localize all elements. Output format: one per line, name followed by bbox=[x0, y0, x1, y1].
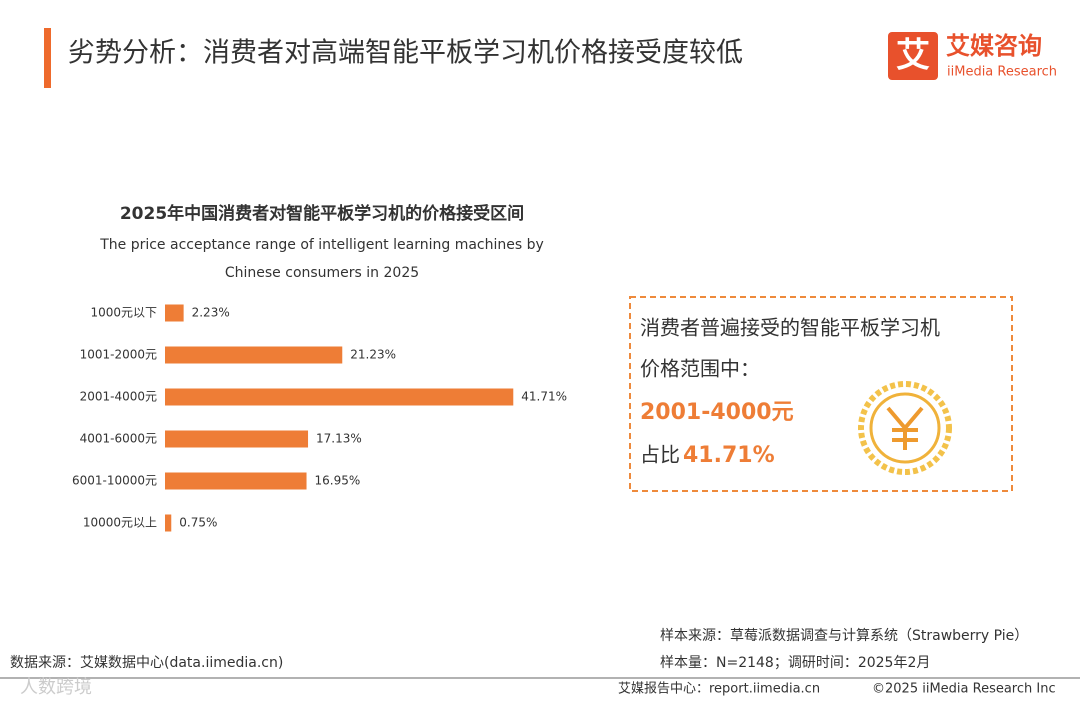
chart-subtitle: Chinese consumers in 2025 bbox=[225, 265, 419, 281]
category-label: 2001-4000元 bbox=[80, 390, 157, 404]
bar bbox=[165, 472, 307, 490]
bar bbox=[165, 346, 343, 364]
callout-share: 41.71% bbox=[683, 443, 775, 468]
bar bbox=[165, 514, 172, 532]
chart-subtitle: The price acceptance range of intelligen… bbox=[99, 237, 544, 253]
data-source: 数据来源：艾媒数据中心(data.iimedia.cn) bbox=[10, 655, 283, 671]
callout-range: 2001-4000元 bbox=[640, 400, 794, 425]
value-label: 0.75% bbox=[179, 516, 217, 530]
value-label: 21.23% bbox=[350, 348, 396, 362]
category-label: 4001-6000元 bbox=[80, 432, 157, 446]
chart-title: 2025年中国消费者对智能平板学习机的价格接受区间 bbox=[120, 203, 524, 224]
copyright: ©2025 iiMedia Research Inc bbox=[872, 682, 1056, 697]
report-center: 艾媒报告中心：report.iimedia.cn bbox=[618, 682, 820, 697]
category-label: 6001-10000元 bbox=[72, 474, 157, 488]
title-accent bbox=[44, 28, 51, 88]
logo-cn: 艾媒咨询 bbox=[946, 32, 1042, 60]
value-label: 2.23% bbox=[192, 306, 230, 320]
logo-mark: 艾 bbox=[896, 36, 930, 76]
page-title: 劣势分析：消费者对高端智能平板学习机价格接受度较低 bbox=[68, 38, 743, 69]
callout-box bbox=[629, 296, 1013, 492]
category-label: 1000元以下 bbox=[90, 306, 157, 320]
callout-text: 占比 bbox=[640, 443, 680, 467]
category-label: 10000元以上 bbox=[83, 516, 157, 530]
logo-en: iiMedia Research bbox=[947, 65, 1057, 80]
logo-mark-bg bbox=[888, 32, 938, 80]
value-label: 17.13% bbox=[316, 432, 362, 446]
bar bbox=[165, 388, 514, 406]
value-label: 16.95% bbox=[315, 474, 361, 488]
callout-text: 价格范围中： bbox=[640, 357, 760, 381]
yuan-badge bbox=[858, 381, 952, 475]
sample-source: 样本来源：草莓派数据调查与计算系统（Strawberry Pie） bbox=[660, 628, 1028, 644]
category-label: 1001-2000元 bbox=[80, 348, 157, 362]
watermark: 人数跨境 bbox=[20, 677, 92, 698]
value-label: 41.71% bbox=[521, 390, 567, 404]
callout-text: 消费者普遍接受的智能平板学习机 bbox=[640, 316, 940, 340]
bar bbox=[165, 430, 309, 448]
bar bbox=[165, 304, 184, 322]
sample-size: 样本量：N=2148；调研时间：2025年2月 bbox=[660, 655, 930, 671]
